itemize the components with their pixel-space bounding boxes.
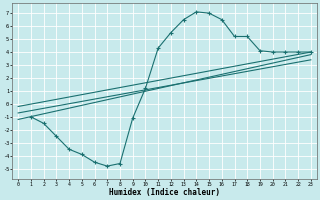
X-axis label: Humidex (Indice chaleur): Humidex (Indice chaleur): [109, 188, 220, 197]
